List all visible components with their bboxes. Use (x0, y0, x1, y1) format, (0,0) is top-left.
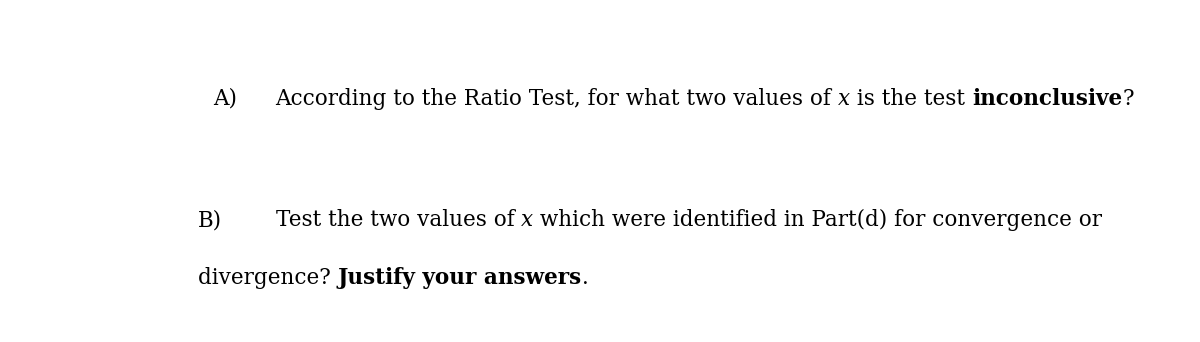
Text: A): A) (214, 88, 238, 110)
Text: x: x (839, 88, 851, 110)
Text: Test the two values of: Test the two values of (276, 209, 521, 231)
Text: which were identified in Part(d) for convergence or: which were identified in Part(d) for con… (533, 209, 1103, 231)
Text: .: . (582, 267, 589, 289)
Text: divergence?: divergence? (198, 267, 338, 289)
Text: According to the Ratio Test, for what two values of: According to the Ratio Test, for what tw… (276, 88, 839, 110)
Text: Justify your answers: Justify your answers (338, 267, 582, 289)
Text: x: x (521, 209, 533, 231)
Text: B): B) (198, 209, 222, 231)
Text: inconclusive: inconclusive (972, 88, 1122, 110)
Text: is the test: is the test (851, 88, 972, 110)
Text: ?: ? (1122, 88, 1134, 110)
